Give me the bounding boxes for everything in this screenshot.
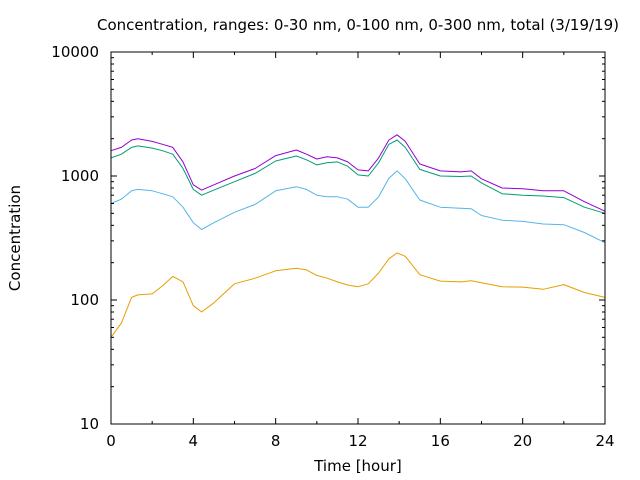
x-tick-label: 0 — [106, 432, 116, 450]
x-tick-label: 24 — [595, 432, 614, 450]
y-tick-label: 100 — [70, 291, 99, 309]
x-tick-label: 8 — [271, 432, 281, 450]
tick-layer: 0 4 8 12 16 20 24 10 100 1000 10000 — [51, 43, 614, 450]
y-tick-label: 1000 — [61, 167, 99, 185]
y-axis-label: Concentration — [6, 185, 24, 291]
x-tick-label: 4 — [189, 432, 199, 450]
plot-frame — [110, 51, 606, 425]
x-tick-label: 16 — [431, 432, 450, 450]
chart-title: Concentration, ranges: 0-30 nm, 0-100 nm… — [97, 16, 619, 34]
series-layer — [110, 134, 606, 338]
series-line-3 — [110, 134, 606, 212]
series-line-1 — [110, 170, 606, 244]
x-axis-label: Time [hour] — [313, 457, 402, 475]
x-tick-label: 20 — [513, 432, 532, 450]
x-tick-label: 12 — [348, 432, 367, 450]
series-line-2 — [110, 139, 606, 214]
series-line-0 — [110, 252, 606, 338]
y-tick-label: 10000 — [51, 43, 99, 61]
y-tick-label: 10 — [80, 415, 99, 433]
